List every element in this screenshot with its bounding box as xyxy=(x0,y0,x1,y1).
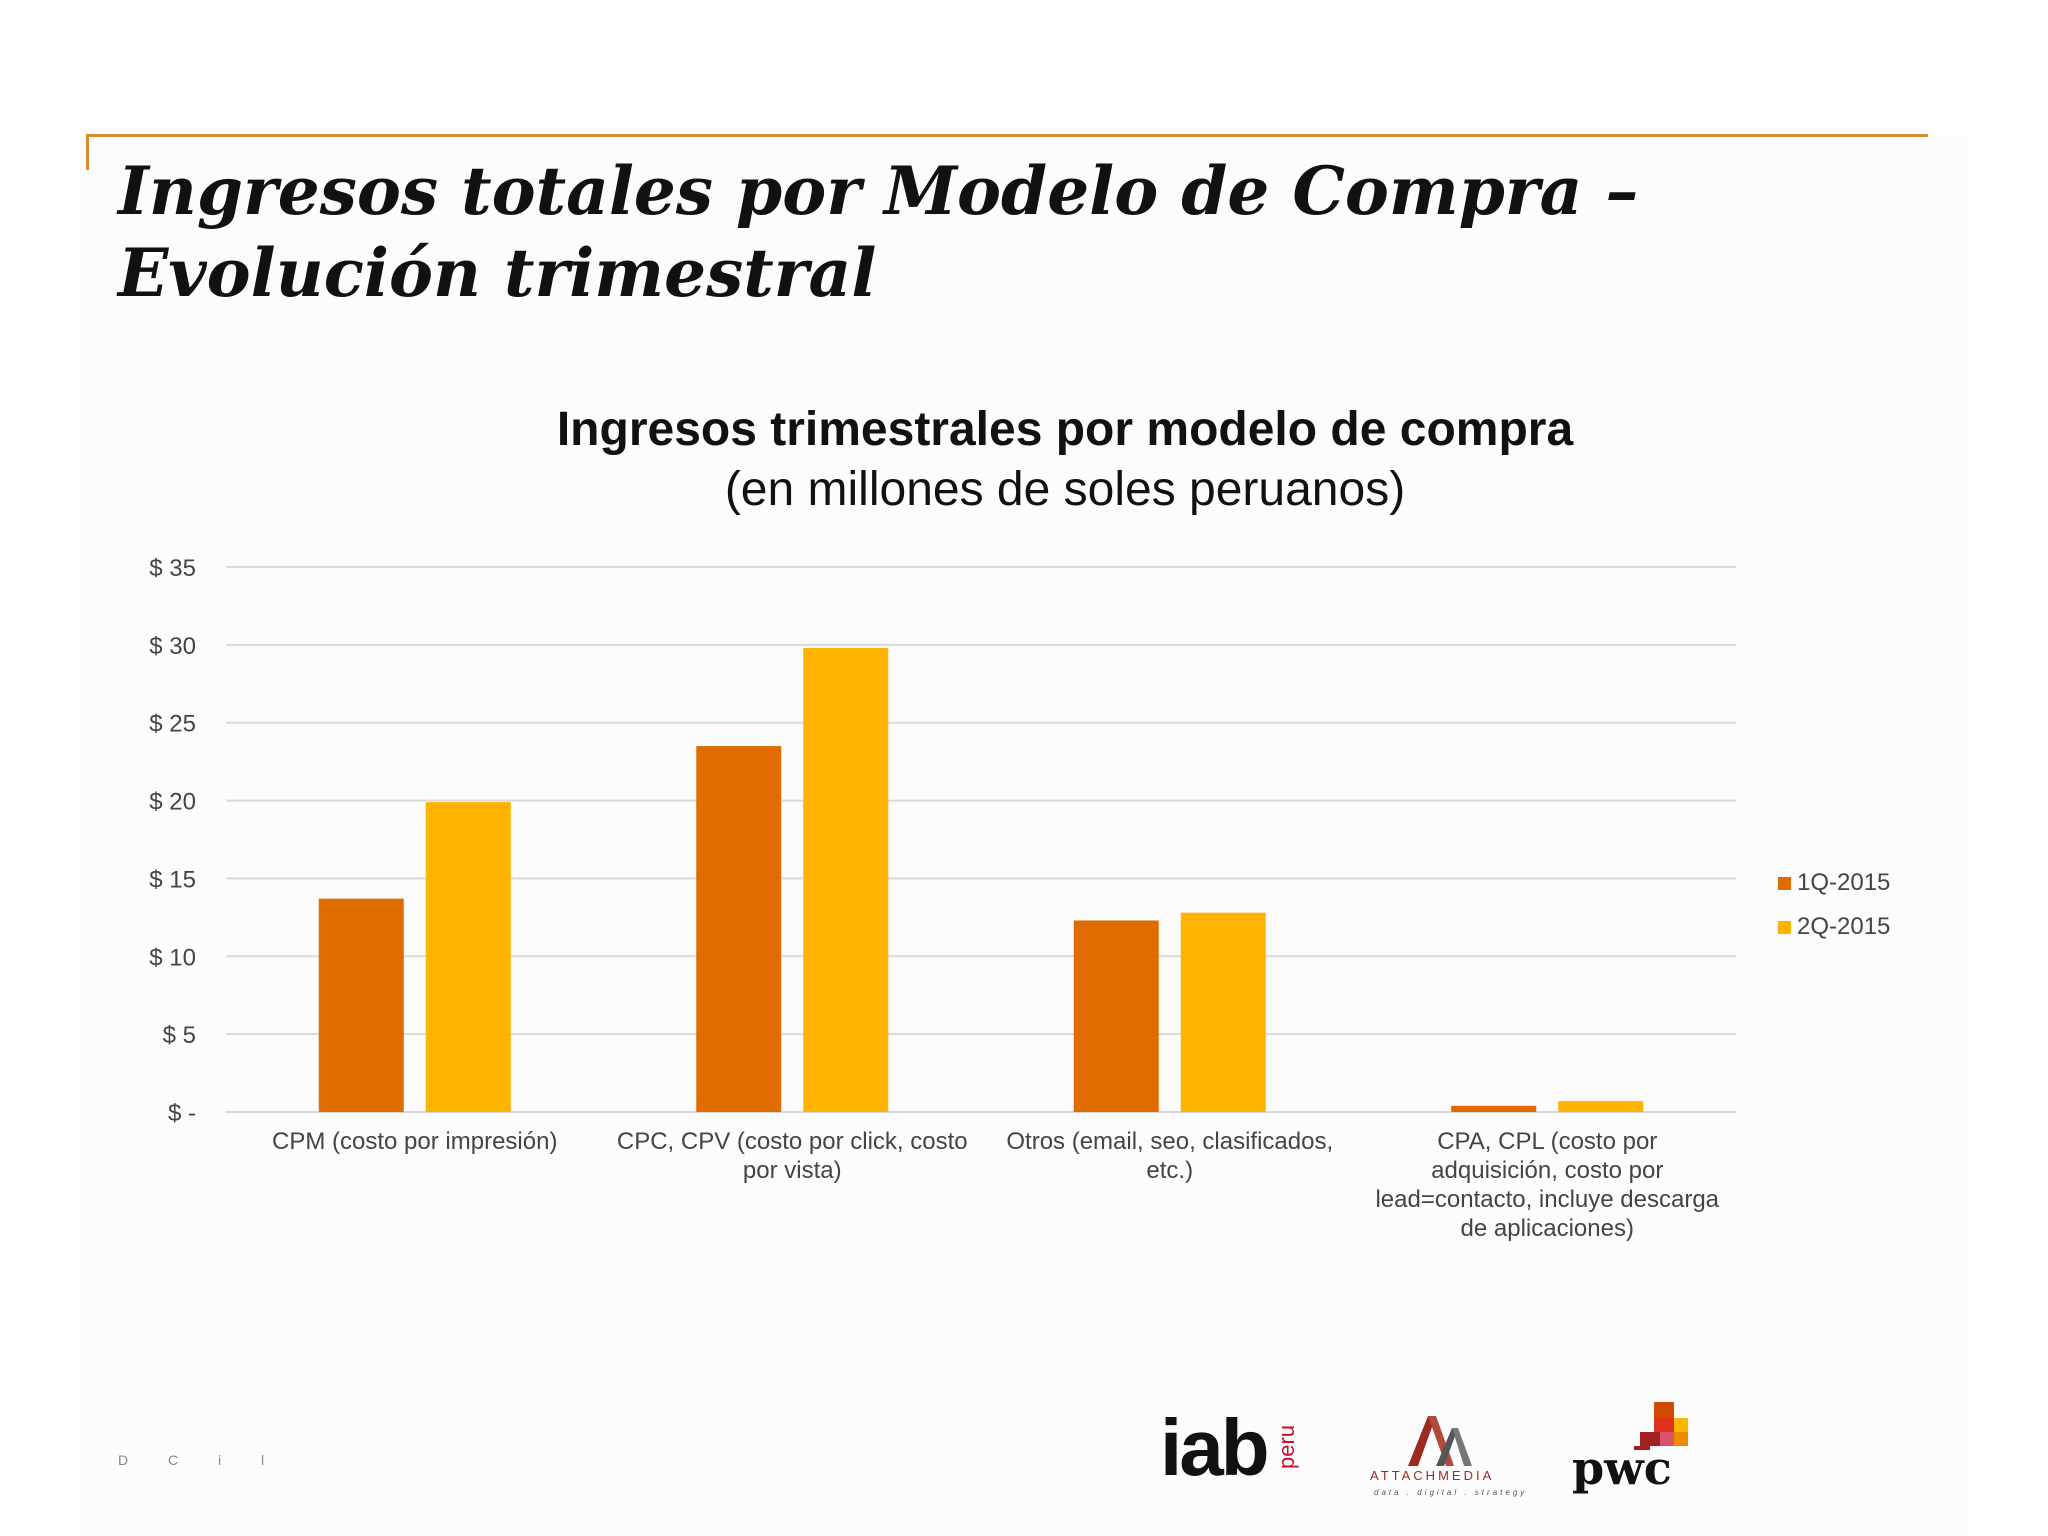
x-category-label-line: CPM (costo por impresión) xyxy=(272,1128,558,1155)
x-category-label: CPC, CPV (costo por click, costo por vist… xyxy=(597,1127,987,1185)
attachmedia-wordmark: ATTACHMEDIA xyxy=(1370,1468,1495,1483)
y-tick-label: $ 10 xyxy=(149,944,196,971)
x-category-label-line: de aplicaciones) xyxy=(1460,1215,1634,1242)
legend-label: 1Q-2015 xyxy=(1797,869,1891,896)
title-rule-tick xyxy=(86,134,89,170)
x-category-label-line: CPC, CPV (costo por click, costo xyxy=(616,1128,968,1155)
x-category-label: Otros (email, seo, clasificados, etc.) xyxy=(975,1127,1365,1185)
slide-background xyxy=(80,136,1968,1536)
x-category-label-line: lead=contacto, incluye descarga xyxy=(1375,1186,1720,1213)
bar-2q-2015 xyxy=(425,802,511,1112)
chart-legend: 1Q-2015 2Q-2015 xyxy=(1778,861,1890,949)
x-category-label-line: etc.) xyxy=(1146,1157,1194,1184)
title-rule xyxy=(86,134,1928,137)
attachmedia-tagline: data . digital . strategy xyxy=(1374,1488,1528,1497)
bar-1q-2015 xyxy=(318,898,404,1112)
legend-swatch xyxy=(1778,876,1791,890)
bar-1q-2015 xyxy=(1451,1105,1537,1112)
x-category-label: CPM (costo por impresión) xyxy=(220,1127,610,1156)
bar-1q-2015 xyxy=(696,746,782,1112)
chart-title: Ingresos trimestrales por modelo de comp… xyxy=(556,403,1574,456)
slide-title-line-1: Ingresos totales por Modelo de Compra – xyxy=(118,152,1639,230)
pwc-wordmark: pwc xyxy=(1572,1441,1672,1495)
legend-swatch xyxy=(1778,920,1791,934)
slide-title: Ingresos totales por Modelo de Compra – … xyxy=(118,150,1818,314)
y-tick-label: $ - xyxy=(168,1100,196,1127)
legend-item: 1Q-2015 xyxy=(1778,861,1890,905)
attachmedia-logo: ATTACHMEDIA data . digital . strategy xyxy=(1366,1408,1526,1498)
y-tick-label: $ 25 xyxy=(149,711,196,738)
pwc-mark-icon xyxy=(1634,1402,1688,1450)
x-category-label-line: por vista) xyxy=(742,1157,842,1184)
y-tick-label: $ 35 xyxy=(149,555,196,582)
slide-title-line-2: Evolución trimestral xyxy=(118,234,877,312)
bar-2q-2015 xyxy=(803,647,889,1112)
attachmedia-mark-icon xyxy=(1408,1416,1472,1466)
legend-item: 2Q-2015 xyxy=(1778,905,1890,949)
iab-logo-text: iab xyxy=(1160,1403,1270,1492)
bar-1q-2015 xyxy=(1073,920,1159,1112)
x-category-label-line: CPA, CPL (costo por xyxy=(1437,1128,1658,1155)
page-footer: D C i l xyxy=(118,1452,283,1468)
y-tick-label: $ 20 xyxy=(149,789,196,816)
x-category-label-line: Otros (email, seo, clasificados, xyxy=(1006,1128,1334,1155)
iab-logo-suffix: peru xyxy=(1274,1424,1299,1470)
bar-2q-2015 xyxy=(1180,912,1266,1112)
bar-2q-2015 xyxy=(1558,1101,1644,1112)
x-category-label-line: adquisición, costo por xyxy=(1431,1157,1664,1184)
iab-peru-logo: iab peru xyxy=(1160,1408,1310,1488)
legend-label: 2Q-2015 xyxy=(1797,913,1891,940)
chart-subtitle: (en millones de soles peruanos) xyxy=(724,463,1406,516)
pwc-logo: pwc xyxy=(1570,1400,1710,1500)
y-tick-label: $ 15 xyxy=(149,866,196,893)
y-tick-label: $ 5 xyxy=(163,1022,196,1049)
x-category-label: CPA, CPL (costo por adquisición, costo po… xyxy=(1352,1127,1742,1243)
y-tick-label: $ 30 xyxy=(149,633,196,660)
